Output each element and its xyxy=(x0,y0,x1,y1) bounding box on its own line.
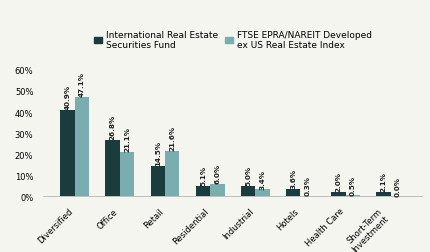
Text: 5.0%: 5.0% xyxy=(245,165,251,185)
Bar xyxy=(105,140,120,197)
Bar xyxy=(345,196,359,197)
Text: 6.0%: 6.0% xyxy=(214,163,220,183)
Bar xyxy=(375,192,390,197)
Bar xyxy=(255,190,269,197)
Text: 21.6%: 21.6% xyxy=(169,125,175,151)
Text: 3.6%: 3.6% xyxy=(289,168,295,188)
Bar xyxy=(60,111,75,197)
Bar xyxy=(330,192,345,197)
Text: 40.9%: 40.9% xyxy=(64,85,71,110)
Bar xyxy=(300,196,314,197)
Bar xyxy=(75,98,89,197)
Bar xyxy=(195,186,210,197)
Bar xyxy=(150,166,165,197)
Text: 2.0%: 2.0% xyxy=(335,172,341,192)
Text: 47.1%: 47.1% xyxy=(79,72,85,97)
Text: 0.0%: 0.0% xyxy=(394,176,400,196)
Text: 14.5%: 14.5% xyxy=(154,140,160,166)
Bar xyxy=(240,186,255,197)
Text: 2.1%: 2.1% xyxy=(380,172,386,192)
Text: 3.4%: 3.4% xyxy=(259,169,265,189)
Text: 0.3%: 0.3% xyxy=(304,175,310,195)
Text: 21.1%: 21.1% xyxy=(124,127,130,152)
Legend: International Real Estate
Securities Fund, FTSE EPRA/NAREIT Developed
ex US Real: International Real Estate Securities Fun… xyxy=(90,27,375,54)
Bar xyxy=(165,151,179,197)
Text: 5.1%: 5.1% xyxy=(200,165,206,185)
Text: 0.5%: 0.5% xyxy=(349,175,355,195)
Bar xyxy=(286,189,300,197)
Text: 26.8%: 26.8% xyxy=(110,114,115,140)
Bar xyxy=(120,152,134,197)
Bar xyxy=(210,184,224,197)
